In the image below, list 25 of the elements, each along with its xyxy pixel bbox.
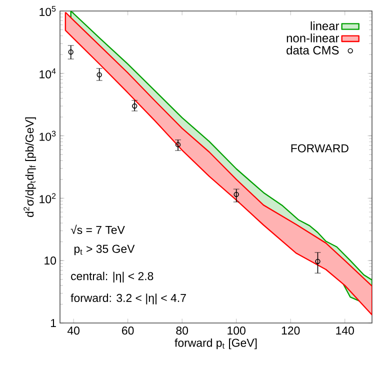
legend-label: linear [310,21,340,30]
point [96,72,102,78]
legend-label: non-linear [286,34,340,42]
x-tick-label: 100 [228,326,246,335]
annotation: p$_{t}$ > 35 GeV [74,244,135,256]
x-axis-title: forward p$_{t}$ [GeV] [174,338,257,350]
x-tick-label: 80 [176,326,188,335]
point [175,142,181,148]
annotation: FORWARD [291,144,348,152]
annotation: central: |η| < 2.8 [71,272,154,282]
x-tick-label: 60 [122,326,134,335]
y-tick-label: 1 [50,319,56,327]
x-tick-label: 140 [336,326,354,335]
y-axis-title: d$^{2}$σ/dp$_{t}$dη$_{f}$ [pb/GeV] [24,117,36,217]
point [132,103,138,109]
y-tick-label: 10 [44,256,56,265]
y-tick-label: 10$^{3}$ [40,130,56,141]
annotation: forward: 3.2 < |η| < 4.7 [70,294,186,304]
x-tick-label: 120 [282,326,300,335]
annotation: √s = 7 TeV [70,224,125,234]
x-tick-label: 40 [67,326,80,335]
legend-label: data CMS [286,46,339,54]
y-tick-label: 10$^{2}$ [40,193,56,204]
y-tick-label: 10$^{5}$ [40,6,56,16]
y-tick-label: 10$^{4}$ [40,68,56,78]
